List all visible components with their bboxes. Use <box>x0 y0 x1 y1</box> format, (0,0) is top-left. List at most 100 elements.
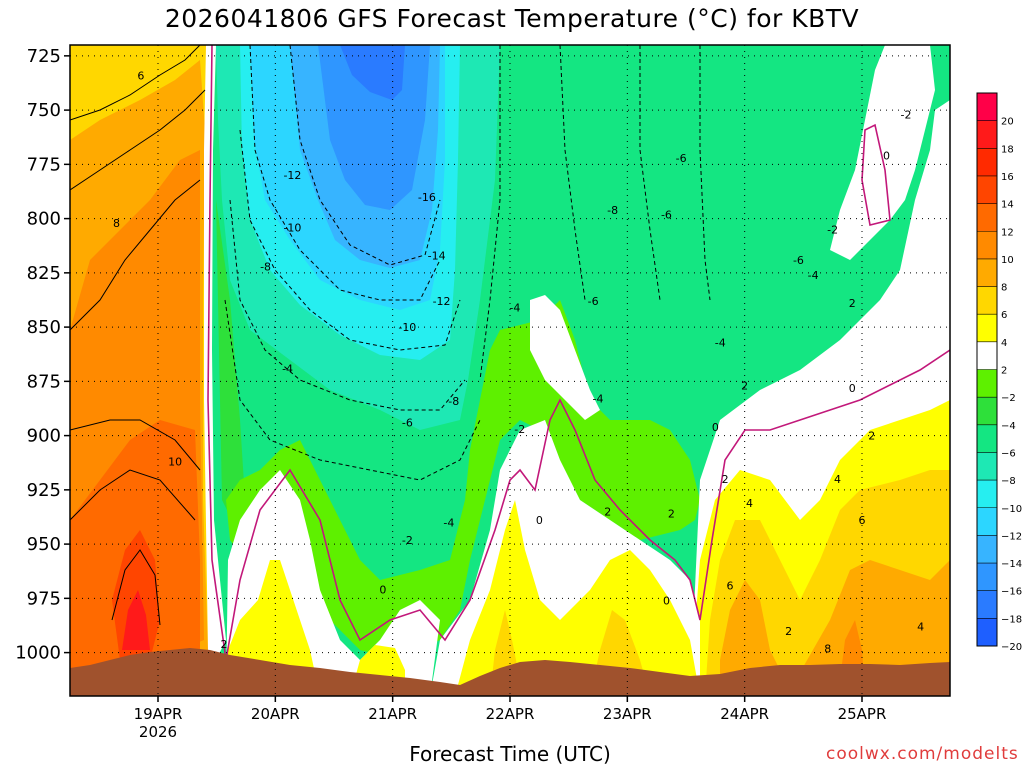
contour-label: -4 <box>282 362 293 375</box>
contour-lines <box>70 45 206 626</box>
colorbar-label: 18 <box>1001 144 1014 155</box>
contour-label: -4 <box>509 302 520 315</box>
x-tick-label: 20APR <box>251 705 300 723</box>
contour-label: 0 <box>883 150 890 163</box>
contour-label: 2 <box>668 508 675 521</box>
colorbar-swatch <box>977 203 997 232</box>
contour-label: 2 <box>722 473 729 486</box>
x-tick-label: 24APR <box>720 705 769 723</box>
surface-warm-mid-2 <box>455 500 700 696</box>
colorbar-swatch <box>977 258 997 288</box>
colorbar-swatch <box>977 93 997 122</box>
y-tick-label: 850 <box>27 317 61 338</box>
contour-label: -6 <box>793 254 804 267</box>
contour-label: 6 <box>137 69 144 82</box>
x-tick-label: 23APR <box>603 705 652 723</box>
contour-label: -12 <box>283 169 301 182</box>
contour-label: -14 <box>428 249 446 262</box>
colorbar-label: −18 <box>1001 614 1022 625</box>
colorbar-label: 16 <box>1001 172 1014 183</box>
colorbar-label: −10 <box>1001 504 1022 515</box>
contour-label: 8 <box>824 642 831 655</box>
colorbar-label: 10 <box>1001 255 1014 266</box>
contour-label: -10 <box>398 321 416 334</box>
colorbar-swatch <box>977 590 997 619</box>
contour-label: -6 <box>402 417 413 430</box>
contour-label: 6 <box>859 514 866 527</box>
contour-label: -8 <box>607 204 618 217</box>
y-tick-label: 925 <box>27 480 61 501</box>
freezing-line <box>207 45 950 661</box>
cold-region-6 <box>216 200 245 520</box>
y-tick-label: 800 <box>27 209 61 230</box>
colorbar-swatch <box>977 424 997 453</box>
contour-label: -12 <box>433 295 451 308</box>
y-tick-label: 900 <box>27 426 61 447</box>
contour-label: -4 <box>443 516 454 529</box>
x-tick-label: 22APR <box>486 705 535 723</box>
colorbar-label: 4 <box>1001 338 1007 349</box>
warm-region-16 <box>122 590 150 650</box>
y-axis: 725 750 775 800 825 850 875 900 925 950 975 1000 <box>15 46 70 664</box>
colorbar-label: −12 <box>1001 531 1022 542</box>
colorbar-swatch <box>977 314 997 343</box>
upper-right-mid-freezing <box>530 295 600 420</box>
upper-right-freezing <box>830 45 935 260</box>
contour-label: -4 <box>715 336 726 349</box>
contour-label: 4 <box>917 621 924 634</box>
contour-label: 0 <box>663 595 670 608</box>
contour-label: 6 <box>727 579 734 592</box>
x-tick-label: 19APR <box>134 705 183 723</box>
contour-label: -10 <box>283 221 301 234</box>
colorbar-swatch <box>977 507 997 536</box>
contour-label: -2 <box>402 534 413 547</box>
colorbar-swatch <box>977 231 997 260</box>
terrain <box>70 648 950 696</box>
colorbar-swatch <box>977 148 997 177</box>
colorbar-label: 20 <box>1001 117 1014 128</box>
chart-title: 2026041806 GFS Forecast Temperature (°C)… <box>164 4 860 33</box>
y-tick-label: 875 <box>27 371 61 392</box>
colorbar-swatch <box>977 120 997 149</box>
contour-label: -6 <box>661 208 672 221</box>
colorbar-label: −20 <box>1001 642 1022 653</box>
colorbar-swatch <box>977 618 997 647</box>
y-tick-label: 775 <box>27 154 61 175</box>
colorbar-label: 12 <box>1001 227 1014 238</box>
colorbar-label: 8 <box>1001 283 1007 294</box>
colorbar-swatch <box>977 535 997 564</box>
colorbar-swatch <box>977 341 997 370</box>
contour-label: 2 <box>785 625 792 638</box>
colorbar-swatch <box>977 175 997 205</box>
contour-label: -6 <box>588 295 599 308</box>
colorbar-swatch <box>977 452 997 481</box>
colorbar-swatch <box>977 480 997 509</box>
contour-label: -16 <box>418 191 436 204</box>
x-tick-label: 25APR <box>838 705 887 723</box>
colorbar-label: −14 <box>1001 559 1022 570</box>
surface-warm-6 <box>720 560 950 696</box>
colorbar-label: −8 <box>1001 476 1016 487</box>
contour-label: -2 <box>827 223 838 236</box>
contour-label: -2 <box>901 108 912 121</box>
contour-label: 2 <box>604 506 611 519</box>
contour-label: 2 <box>868 430 875 443</box>
colorbar-swatch <box>977 286 997 315</box>
contour-label: 2 <box>221 638 228 651</box>
contour-label: -4 <box>808 269 819 282</box>
credit-link[interactable]: coolwx.com/modelts <box>826 744 1019 764</box>
contour-label: -8 <box>448 395 459 408</box>
x-axis-label: Forecast Time (UTC) <box>409 742 611 766</box>
colorbar-swatch <box>977 369 997 398</box>
x-tick-label: 21APR <box>368 705 417 723</box>
colorbar-label: 2 <box>1001 366 1007 377</box>
contour-label: 0 <box>849 382 856 395</box>
contour-label: -2 <box>514 423 525 436</box>
contour-label: 0 <box>379 584 386 597</box>
contour-label: 4 <box>834 473 841 486</box>
colorbar-label: 14 <box>1001 200 1014 211</box>
y-tick-label: 825 <box>27 263 61 284</box>
colorbar-label: 6 <box>1001 310 1007 321</box>
colorbar: 20 18 16 14 12 10 8 6 4 2 −2 −4 −6 −8 −10 −12 −14 −16 −18 −… <box>976 92 1022 653</box>
